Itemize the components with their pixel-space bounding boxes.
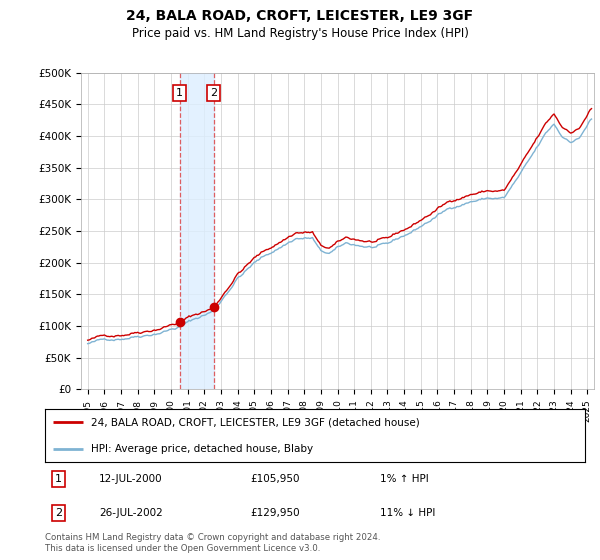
Text: 1: 1	[176, 88, 183, 98]
Text: HPI: Average price, detached house, Blaby: HPI: Average price, detached house, Blab…	[91, 444, 313, 454]
Text: Price paid vs. HM Land Registry's House Price Index (HPI): Price paid vs. HM Land Registry's House …	[131, 27, 469, 40]
Text: £105,950: £105,950	[250, 474, 300, 484]
Text: 11% ↓ HPI: 11% ↓ HPI	[380, 508, 435, 518]
Text: 24, BALA ROAD, CROFT, LEICESTER, LE9 3GF: 24, BALA ROAD, CROFT, LEICESTER, LE9 3GF	[127, 9, 473, 23]
Text: 2: 2	[210, 88, 217, 98]
Text: 24, BALA ROAD, CROFT, LEICESTER, LE9 3GF (detached house): 24, BALA ROAD, CROFT, LEICESTER, LE9 3GF…	[91, 417, 419, 427]
Text: Contains HM Land Registry data © Crown copyright and database right 2024.
This d: Contains HM Land Registry data © Crown c…	[45, 533, 380, 553]
Text: 12-JUL-2000: 12-JUL-2000	[99, 474, 163, 484]
Bar	[180, 73, 214, 389]
Text: 2: 2	[55, 508, 62, 518]
Text: 26-JUL-2002: 26-JUL-2002	[99, 508, 163, 518]
Text: £129,950: £129,950	[250, 508, 300, 518]
Text: 1: 1	[55, 474, 62, 484]
Text: 1% ↑ HPI: 1% ↑ HPI	[380, 474, 428, 484]
